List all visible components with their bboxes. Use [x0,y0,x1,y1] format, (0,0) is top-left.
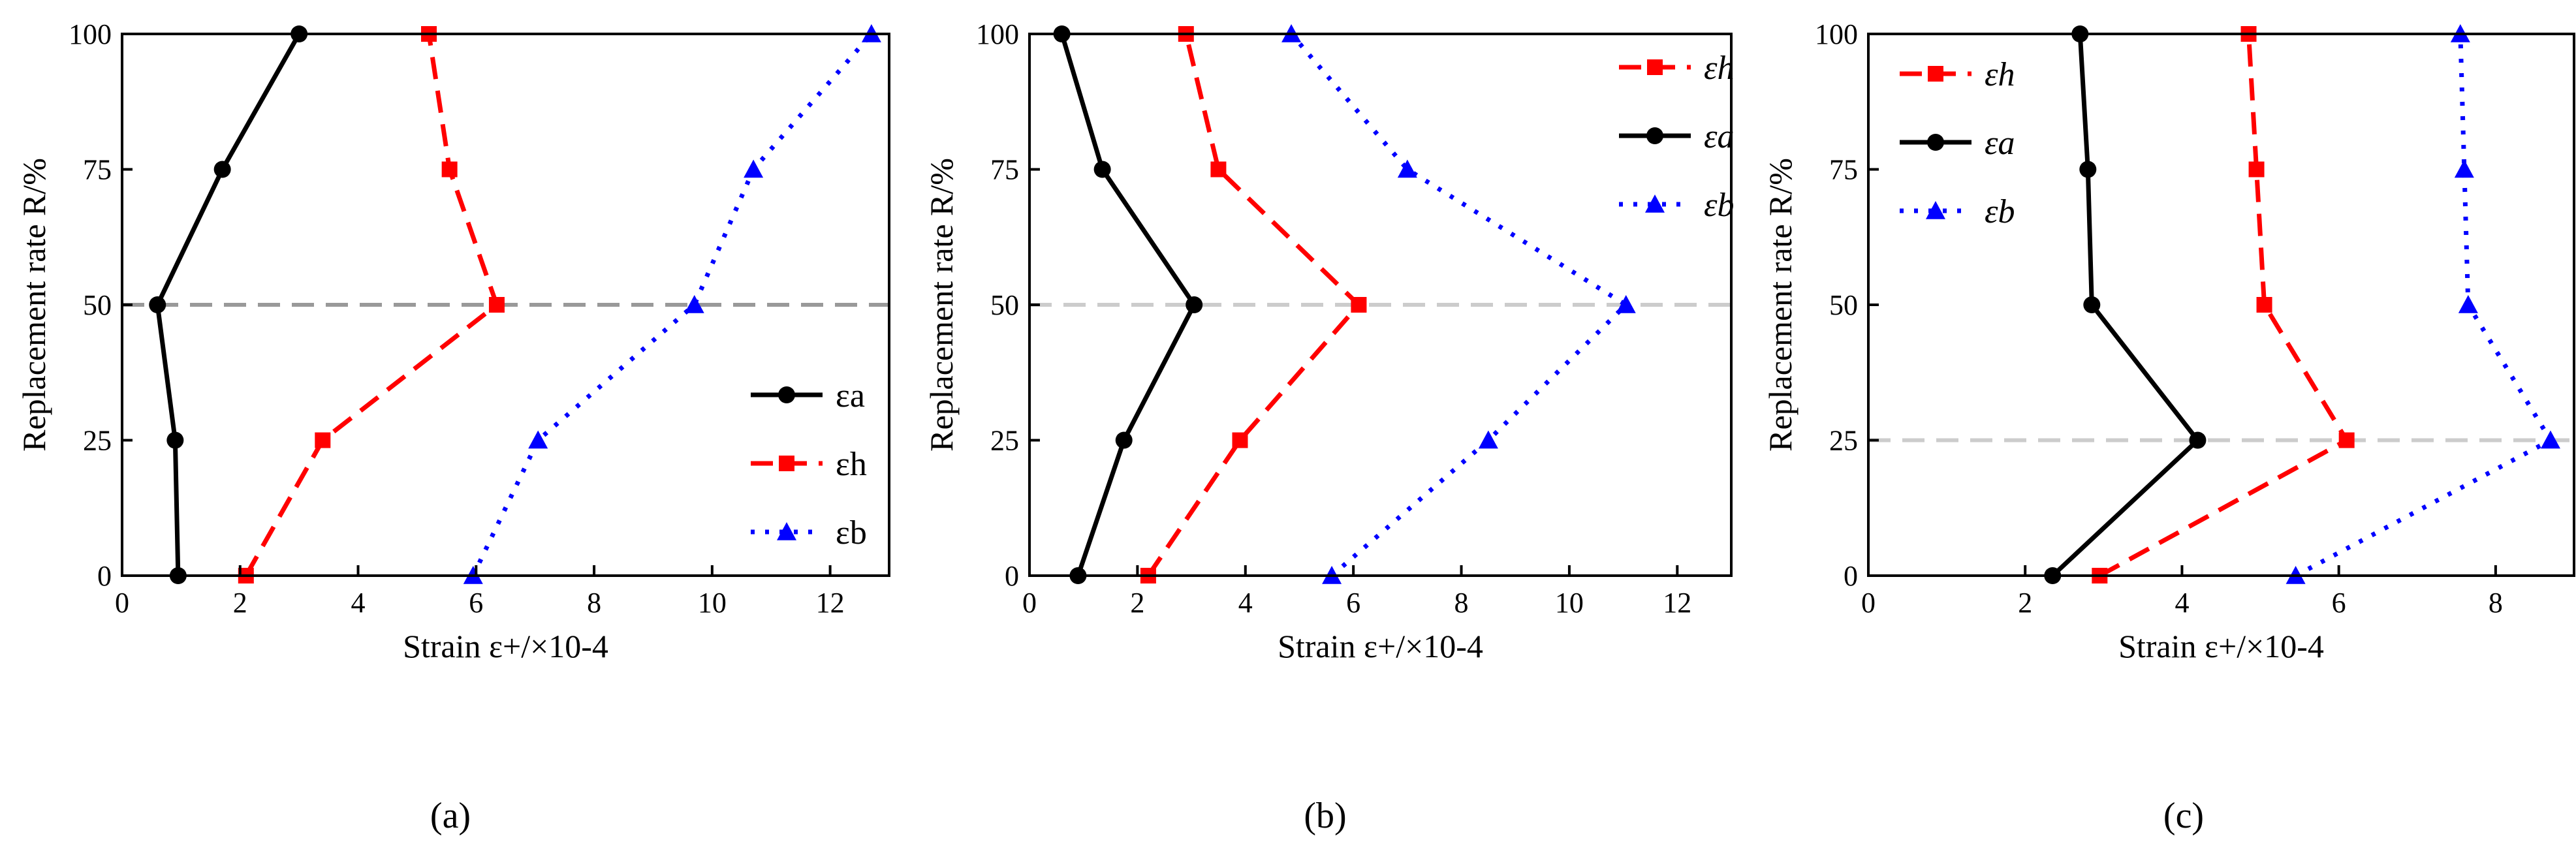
series-line-a [2050,33,2200,578]
series-line-b [2294,33,2553,578]
legend-marker-h [1928,66,1943,82]
legend-label-a: εa [1985,125,2015,162]
data-point-b [2458,295,2478,313]
x-axis-title: Strain ε+/×10-4 [1278,628,1483,664]
y-tick-label: 75 [83,154,112,186]
legend: εa εh εb [751,377,867,552]
x-tick-label: 4 [1238,587,1253,619]
x-tick-label: 8 [2489,587,2503,619]
data-point-a [2189,431,2207,449]
data-point-b [528,430,548,449]
x-tick-label: 12 [1663,587,1691,619]
data-point-b [2540,430,2560,449]
data-point-h [1210,161,1227,178]
y-tick-label: 50 [990,289,1019,321]
y-tick-label: 0 [97,560,112,592]
y-axis-title: Replacement rate R/% [16,158,52,452]
legend-marker-b [1645,194,1665,213]
data-point-h [1232,432,1248,448]
y-tick-label: 100 [1815,18,1858,50]
chart-panel-b: 0 2 4 6 8 10 12 0 25 50 75 100 Strain ε+/×10-4 Replac… [923,18,1735,836]
legend-label-b: εb [1704,187,1735,224]
data-point-a [213,161,231,178]
panel-caption: (a) [430,796,471,836]
legend: εh εa εb [1619,50,1735,224]
x-tick-label: 0 [1861,587,1876,619]
x-tick-label: 12 [816,587,845,619]
x-tick-label: 8 [587,587,601,619]
x-tick-label: 6 [1346,587,1360,619]
x-tick-label: 2 [1130,587,1144,619]
y-tick-label: 75 [1829,154,1858,186]
panel-caption: (b) [1304,796,1346,836]
x-axis-title: Strain ε+/×10-4 [403,628,608,664]
y-tick-label: 25 [1829,425,1858,457]
y-tick-label: 25 [83,425,112,457]
panel-caption: (c) [2163,796,2204,836]
legend-marker-h [1647,59,1663,75]
legend-label-b: εb [1985,193,2015,230]
x-tick-label: 4 [351,587,366,619]
x-tick-label: 6 [469,587,483,619]
y-tick-label: 0 [1005,560,1019,592]
series-line-h [2098,33,2349,578]
legend-label-b: εb [836,514,867,552]
y-tick-label: 50 [1829,289,1858,321]
x-tick-label: 4 [2175,587,2189,619]
data-point-a [2079,161,2097,178]
x-tick-label: 10 [1555,587,1584,619]
data-point-a [149,296,166,313]
data-point-b [2454,159,2474,178]
legend-label-a: εa [1704,118,1735,155]
legend-marker-a [1927,134,1944,151]
x-tick-label: 0 [1022,587,1037,619]
data-point-a [1093,161,1111,178]
data-point-a [166,431,184,449]
x-tick-label: 8 [1454,587,1469,619]
y-axis-title: Replacement rate R/% [1762,158,1798,452]
legend-label-h: εh [1704,50,1735,87]
chart-panel-a: 0 2 4 6 8 10 12 0 25 50 75 100 Strain ε+/×10-4 Replac… [16,18,890,836]
data-point-h [315,432,331,448]
legend-marker-a [1646,127,1663,144]
data-point-h [441,161,458,178]
y-tick-label: 50 [83,289,112,321]
data-point-a [2083,296,2101,313]
data-point-a [1115,431,1133,449]
data-point-h [2338,432,2355,448]
legend-marker-h [779,456,794,471]
data-point-h [2248,161,2265,178]
data-point-h [2256,297,2272,313]
data-point-b [744,159,764,178]
legend-label-a: εa [836,377,865,414]
y-tick-label: 0 [1844,560,1858,592]
x-tick-label: 6 [2332,587,2346,619]
x-tick-label: 0 [115,587,129,619]
data-point-a [1186,296,1203,313]
y-tick-label: 100 [976,18,1019,50]
data-point-b [1616,295,1636,313]
data-point-h [488,297,505,313]
chart-panel-c: 0 2 4 6 8 0 25 50 75 100 Strain ε+/×10-4 Replacemen… [1762,18,2575,836]
x-axis-title: Strain ε+/×10-4 [2118,628,2324,664]
y-tick-label: 100 [69,18,112,50]
y-tick-label: 75 [990,154,1019,186]
data-point-h [1351,297,1367,313]
data-point-b [1397,159,1417,178]
legend-label-h: εh [1985,56,2015,93]
data-point-b [684,295,704,313]
legend-label-h: εh [836,446,867,483]
x-tick-label: 2 [2018,587,2032,619]
legend-marker-b [777,522,796,540]
x-tick-label: 2 [233,587,247,619]
y-axis-title: Replacement rate R/% [923,158,960,452]
legend-marker-b [1926,201,1945,219]
data-point-b [1478,430,1498,449]
y-tick-label: 25 [990,425,1019,457]
legend-marker-a [778,386,795,403]
x-tick-label: 10 [698,587,727,619]
legend: εh εa εb [1900,56,2015,230]
